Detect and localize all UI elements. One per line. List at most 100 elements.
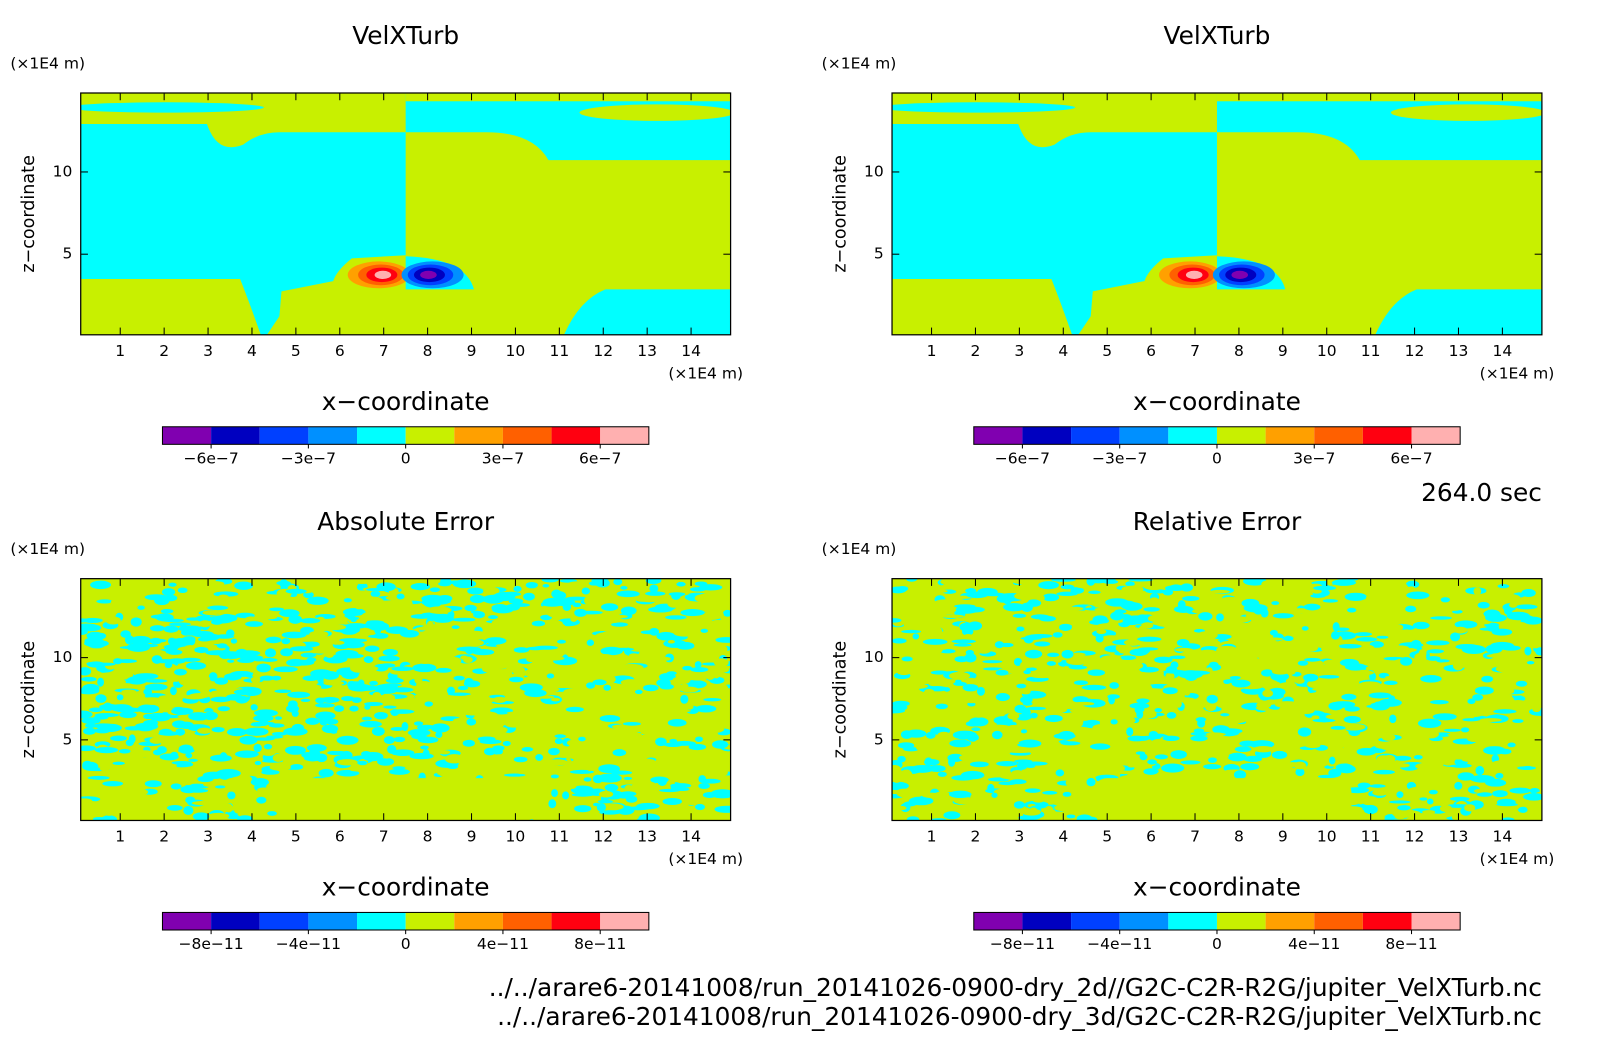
x-tick-label: 14 [1493,342,1513,360]
field-blob [976,644,992,654]
x-tick-label: 11 [1361,342,1381,360]
field-blob [704,743,715,752]
colorbar-box [973,912,1023,930]
field-blob [250,704,258,711]
field-blob [477,736,496,742]
field-blob [1388,800,1411,804]
field-blob [1343,715,1361,724]
field-blob [1129,702,1150,709]
field-blob [1141,622,1154,629]
field-blob [1014,792,1036,797]
field-blob [1025,667,1038,671]
field-region [420,270,437,279]
field-blob [453,675,465,681]
field-blob [663,729,684,735]
field-blob [1443,728,1461,732]
field-blob [1507,742,1516,748]
field-blob [1294,677,1305,684]
colorbar-box [1265,912,1315,930]
field-blob [421,594,445,603]
field-region [1390,104,1542,121]
field-blob [112,806,129,811]
field-blob [1527,760,1542,767]
field-blob [382,694,396,702]
field-blob [947,772,956,776]
field-blob [114,706,138,713]
field-blob [1293,761,1307,770]
field-region [80,124,406,335]
field-blob [1413,754,1423,760]
field-blob [1279,682,1297,688]
field-blob [1226,716,1247,724]
field-blob [1466,795,1478,801]
field-blob [171,760,192,765]
field-blob [1037,684,1061,691]
field-blob [1497,584,1510,589]
field-blob [996,760,1018,767]
field-blob [1389,714,1397,724]
field-blob [1388,695,1396,703]
field-blob [1207,624,1221,628]
field-blob [695,736,703,743]
field-blob [215,634,235,639]
field-blob [1338,643,1362,649]
field-blob [396,593,405,600]
colorbar-tick-label: 4e−11 [1288,935,1340,953]
field-blob [376,582,396,592]
field-blob [1291,685,1299,693]
field-blob [1072,701,1095,706]
field-blob [1274,701,1300,708]
field-blob [1447,733,1466,737]
field-blob [1527,740,1542,747]
field-blob [1014,704,1027,714]
field-blob [396,644,415,649]
field-blob [1516,743,1527,749]
field-blob [244,727,269,736]
field-blob [185,662,207,670]
field-blob [596,803,607,812]
field-blob [620,606,637,616]
field-blob [1397,805,1411,811]
colorbar-tick-label: 0 [1212,935,1222,953]
panel: VelXTurb (×1E4 m) z−coordinate (×1E4 m) x−co… [822,21,1555,467]
field-blob [287,700,298,709]
field-blob [83,727,96,735]
field-blob [1259,637,1283,641]
field-blob [1199,649,1217,655]
field-blob [299,684,322,690]
field-blob [483,586,500,596]
field-blob [325,651,334,658]
field-blob [961,606,985,613]
field-blob [569,742,591,750]
y-tick-label: 10 [53,162,73,180]
field-blob [421,624,442,631]
field-blob [129,667,151,674]
field-blob [1139,753,1148,761]
field-blob [910,764,935,773]
field-blob [974,767,993,771]
field-blob [1435,703,1455,709]
field-blob [1021,596,1029,603]
field-blob [1485,644,1503,654]
field-blob [1273,713,1294,719]
field-blob [1123,639,1142,646]
field-blob [1049,742,1065,751]
field-blob [659,728,668,735]
field-blob [1140,735,1157,740]
field-blob [467,704,486,711]
field-blob [586,682,596,689]
field-blob [1368,692,1392,699]
field-blob [1506,611,1530,621]
field-blob [1261,580,1274,588]
field-blob [274,716,282,720]
field-blob [612,749,627,757]
field-blob [285,597,305,602]
field-region [1375,289,1542,335]
field-blob [1170,750,1187,759]
field-blob [937,668,955,672]
field-blob [363,656,374,664]
field-blob [1128,578,1154,582]
colorbar-box [405,912,455,930]
field-blob [1234,746,1252,753]
field-blob [584,596,592,605]
